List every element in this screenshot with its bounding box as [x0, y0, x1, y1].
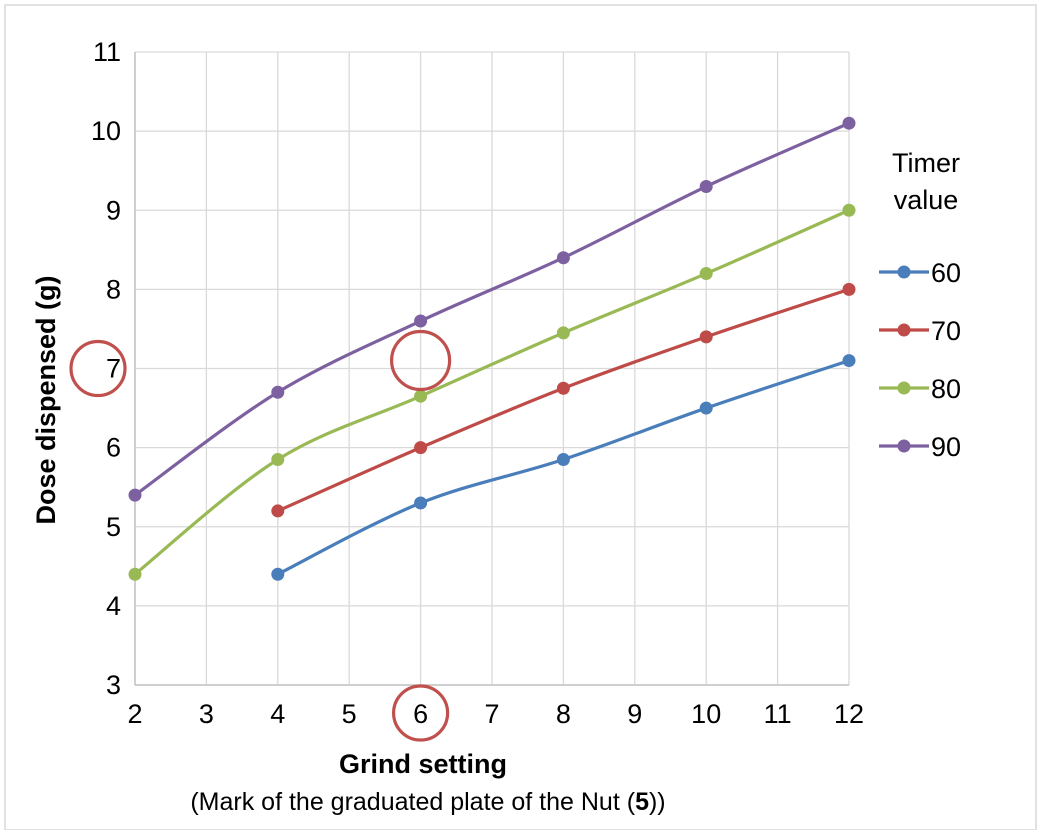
x-axis-note-prefix: (Mark of the graduated plate of the Nut …: [190, 788, 635, 816]
data-point-70: [699, 330, 713, 344]
x-axis-note-bold: 5: [635, 788, 649, 816]
legend-swatch-marker: [897, 439, 911, 453]
legend-item-70: 70: [879, 316, 961, 346]
legend-swatch-marker: [897, 265, 911, 279]
legend-title-line2: value: [894, 185, 959, 215]
series-line-90: [133, 121, 851, 497]
series-line-80: [133, 208, 851, 576]
legend: Timer value 60 70 80 90: [879, 148, 961, 462]
data-point-90: [271, 385, 285, 399]
legend-label: 60: [931, 258, 961, 288]
data-point-90: [842, 116, 856, 130]
data-point-80: [414, 389, 428, 403]
x-tick-label: 12: [834, 699, 864, 729]
data-point-90: [556, 251, 570, 265]
annotation-circle: [390, 329, 452, 392]
annotation-circle: [69, 339, 127, 398]
data-point-70: [842, 282, 856, 296]
x-tick-label: 6: [413, 699, 428, 729]
data-point-70: [414, 441, 428, 455]
legend-item-80: 80: [879, 374, 961, 404]
data-point-80: [128, 567, 142, 581]
annotation-circle: [392, 684, 450, 742]
y-tick-label: 9: [106, 195, 121, 225]
annotations: [69, 329, 452, 742]
x-tick-label: 3: [199, 699, 214, 729]
data-point-60: [842, 354, 856, 368]
y-axis-label: Dose dispensed (g): [31, 275, 61, 524]
data-point-60: [699, 401, 713, 415]
x-axis-note: (Mark of the graduated plate of the Nut …: [190, 788, 665, 816]
legend-label: 90: [931, 432, 961, 462]
data-point-80: [842, 203, 856, 217]
legend-swatch-marker: [897, 381, 911, 395]
y-tick-label: 11: [93, 37, 121, 67]
legend-label: 80: [931, 374, 961, 404]
data-point-80: [556, 326, 570, 340]
y-tick-label: 7: [106, 354, 121, 384]
data-point-90: [128, 488, 142, 502]
chart-border: [4, 4, 1037, 831]
series-90: [128, 116, 856, 502]
gridlines: [135, 51, 850, 685]
y-tick-label: 5: [106, 512, 121, 542]
data-point-80: [699, 267, 713, 281]
series-70: [271, 282, 856, 518]
data-point-90: [414, 314, 428, 328]
data-point-70: [556, 381, 570, 395]
data-point-60: [271, 567, 285, 581]
x-tick-label: 9: [627, 699, 642, 729]
series-60: [271, 354, 856, 581]
x-tick-label: 5: [342, 699, 357, 729]
data-point-80: [271, 452, 285, 466]
x-axis-label: Grind setting: [339, 749, 507, 779]
legend-item-60: 60: [879, 258, 961, 288]
y-tick-label: 8: [106, 274, 121, 304]
x-tick-label: 2: [127, 699, 142, 729]
x-tick-label: 8: [556, 699, 571, 729]
y-tick-label: 6: [106, 433, 121, 463]
x-tick-label: 7: [484, 699, 499, 729]
legend-title-line1: Timer: [892, 148, 960, 178]
data-point-60: [556, 452, 570, 466]
y-tick-label: 4: [106, 591, 121, 621]
y-tick-label: 3: [106, 670, 121, 700]
x-tick-label: 10: [691, 699, 721, 729]
data-point-90: [699, 180, 713, 194]
data-point-60: [414, 496, 428, 510]
x-tick-label: 11: [764, 699, 792, 729]
series-lines: [128, 116, 856, 581]
legend-swatch-marker: [897, 323, 911, 337]
x-axis-note-suffix: )): [649, 788, 666, 816]
x-tick-label: 4: [270, 699, 285, 729]
legend-label: 70: [931, 316, 961, 346]
y-tick-label: 10: [91, 116, 121, 146]
series-80: [128, 203, 856, 581]
data-point-70: [271, 504, 285, 518]
legend-item-90: 90: [879, 432, 961, 462]
